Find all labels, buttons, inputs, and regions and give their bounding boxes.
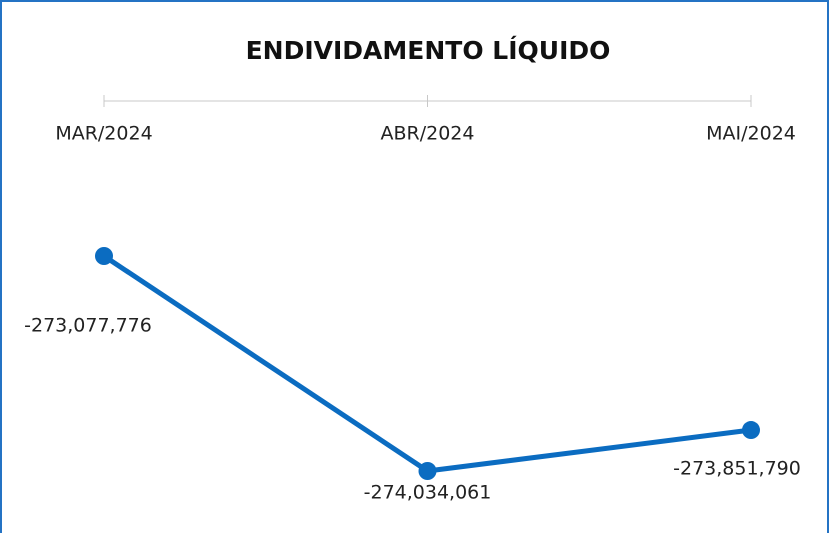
data-point [418,462,437,480]
x-tick-label: ABR/2024 [381,123,475,145]
data-label: -274,034,061 [364,482,492,504]
data-label: -273,077,776 [24,315,152,337]
data-label: -273,851,790 [673,458,801,480]
x-tick-label: MAR/2024 [55,123,152,145]
data-point [742,421,760,440]
data-point [95,247,113,265]
series-line [102,253,752,474]
x-tick-label: MAI/2024 [706,123,796,145]
chart-title: ENDIVIDAMENTO LÍQUIDO [246,36,611,65]
